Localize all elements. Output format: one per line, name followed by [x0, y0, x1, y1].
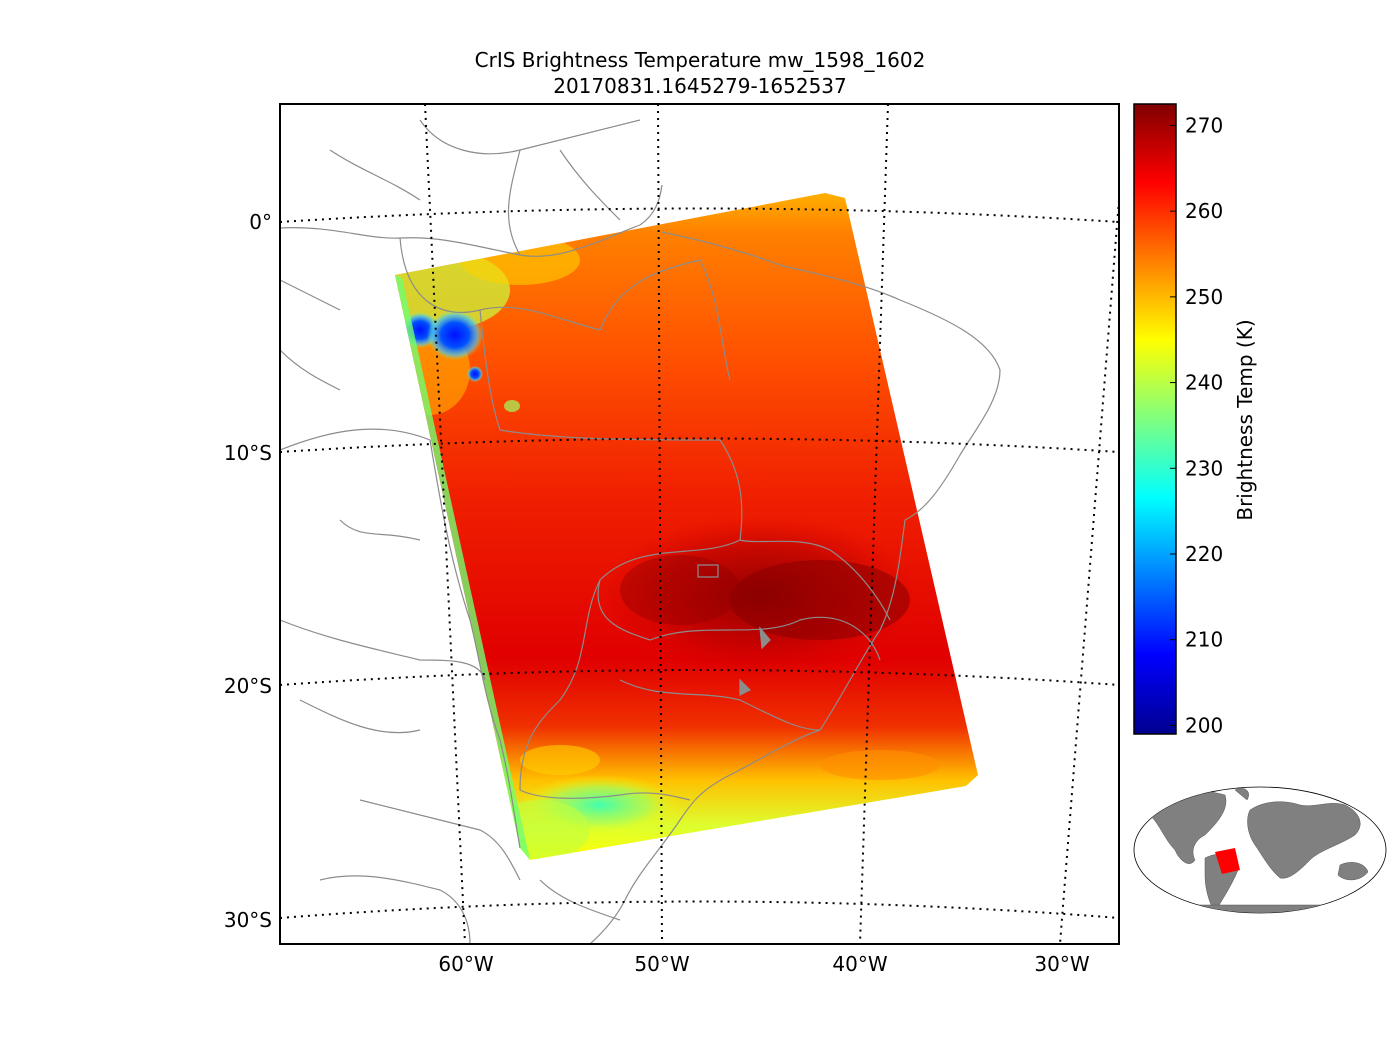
- lon-tick-30w: 30°W: [1034, 952, 1089, 976]
- map-panel: [280, 104, 1119, 944]
- colorbar-tick-label-210: 210: [1185, 628, 1223, 652]
- inset-swath-marker: [1215, 848, 1240, 874]
- colorbar-label: Brightness Temp (K): [1233, 319, 1257, 520]
- colorbar-tick-label-240: 240: [1185, 371, 1223, 395]
- inset-globe: [1133, 786, 1387, 914]
- lon-tick-50w: 50°W: [634, 952, 689, 976]
- lon-tick-60w: 60°W: [438, 952, 493, 976]
- colorbar-tick-label-200: 200: [1185, 713, 1223, 737]
- lat-tick-30s: 30°S: [224, 908, 272, 932]
- colorbar-ticks: 200 210 220 230 240 250 260 270: [1170, 113, 1223, 737]
- graticule: [280, 104, 1119, 944]
- lon-tick-labels: 60°W 50°W 40°W 30°W: [438, 952, 1089, 976]
- colorbar-tick-label-270: 270: [1185, 113, 1223, 137]
- colorbar-gradient: [1133, 103, 1177, 735]
- colorbar-tick-label-220: 220: [1185, 542, 1223, 566]
- map-boundaries: [280, 119, 1001, 944]
- map-frame: [279, 103, 1120, 945]
- lat-tick-20s: 20°S: [224, 674, 272, 698]
- colorbar: 200 210 220 230 240 250 260 270 Brightness Temp…: [1133, 103, 1257, 737]
- colorbar-tick-label-230: 230: [1185, 456, 1223, 480]
- colorbar-tick-label-250: 250: [1185, 285, 1223, 309]
- lon-tick-40w: 40°W: [832, 952, 887, 976]
- chart-title: CrIS Brightness Temperature mw_1598_1602: [474, 48, 926, 72]
- lat-tick-0: 0°: [249, 210, 272, 234]
- chart-subtitle: 20170831.1645279-1652537: [553, 74, 847, 98]
- lat-tick-labels: 0° 10°S 20°S 30°S: [224, 210, 272, 932]
- lat-tick-10s: 10°S: [224, 441, 272, 465]
- colorbar-tick-label-260: 260: [1185, 199, 1223, 223]
